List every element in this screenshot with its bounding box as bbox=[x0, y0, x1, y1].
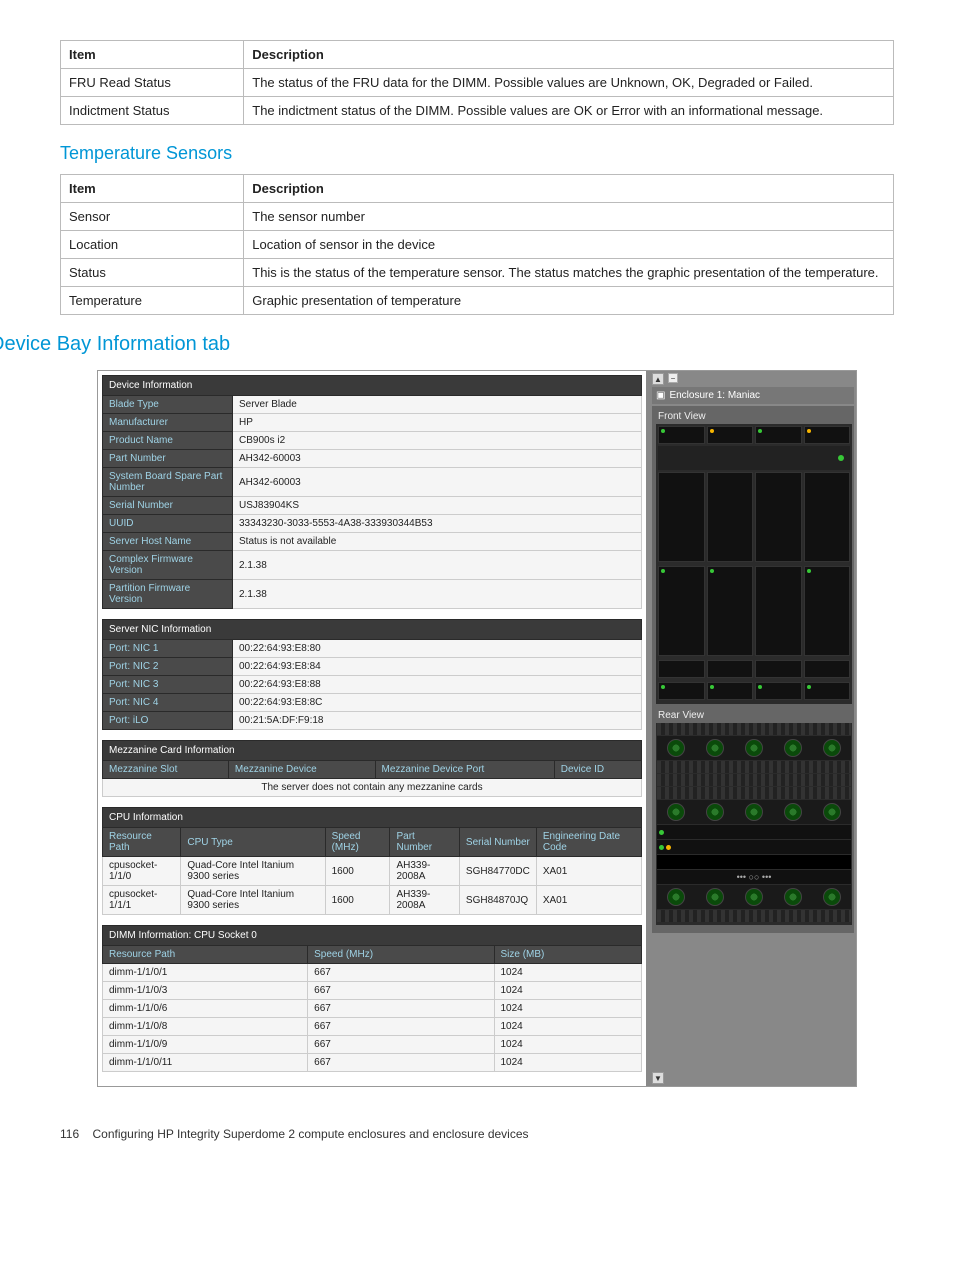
cpu-row: cpusocket-1/1/0 Quad-Core Intel Itanium … bbox=[103, 857, 642, 886]
subsection-heading: Device Bay Information tab bbox=[0, 333, 894, 356]
dimm-info-table: DIMM Information: CPU Socket 0 Resource … bbox=[102, 925, 642, 1072]
page-footer: 116 Configuring HP Integrity Superdome 2… bbox=[60, 1127, 894, 1141]
front-view-label: Front View bbox=[658, 411, 850, 422]
rear-view-label: Rear View bbox=[658, 710, 850, 721]
dimm-row: dimm-1/1/0/96671024 bbox=[103, 1036, 642, 1054]
enclosure-icon: ▣ bbox=[656, 390, 665, 401]
nic-info-table: Server NIC Information Port: NIC 100:22:… bbox=[102, 619, 642, 730]
enclosure-title-bar[interactable]: ▣ Enclosure 1: Maniac bbox=[652, 387, 854, 404]
col-desc: Description bbox=[244, 175, 894, 203]
dimm-row: dimm-1/1/0/36671024 bbox=[103, 982, 642, 1000]
cpu-row: cpusocket-1/1/1 Quad-Core Intel Itanium … bbox=[103, 886, 642, 915]
dimm-row: dimm-1/1/0/66671024 bbox=[103, 1000, 642, 1018]
nic-info-title: Server NIC Information bbox=[103, 620, 642, 640]
dimm-row: dimm-1/1/0/16671024 bbox=[103, 964, 642, 982]
dimm-status-table: Item Description FRU Read Status The sta… bbox=[60, 40, 894, 125]
table-row: SensorThe sensor number bbox=[61, 203, 894, 231]
footer-text: Configuring HP Integrity Superdome 2 com… bbox=[92, 1127, 528, 1141]
front-chassis[interactable] bbox=[656, 424, 852, 704]
device-bay-screenshot: Device Information Blade TypeServer Blad… bbox=[97, 370, 857, 1087]
scroll-down-icon[interactable]: ▼ bbox=[652, 1072, 664, 1084]
mezz-empty-msg: The server does not contain any mezzanin… bbox=[103, 779, 642, 797]
enclosure-title: Enclosure 1: Maniac bbox=[669, 390, 760, 401]
table-row: StatusThis is the status of the temperat… bbox=[61, 259, 894, 287]
rear-chassis[interactable]: ••• ○○ ••• bbox=[656, 723, 852, 925]
col-item: Item bbox=[61, 175, 244, 203]
table-row: FRU Read Status The status of the FRU da… bbox=[61, 69, 894, 97]
mezz-title: Mezzanine Card Information bbox=[103, 741, 642, 761]
table-row: Indictment Status The indictment status … bbox=[61, 97, 894, 125]
section-heading-temp: Temperature Sensors bbox=[60, 143, 894, 164]
page-number: 116 bbox=[60, 1127, 79, 1141]
table-row: TemperatureGraphic presentation of tempe… bbox=[61, 287, 894, 315]
cpu-title: CPU Information bbox=[103, 808, 642, 828]
col-desc: Description bbox=[244, 41, 894, 69]
col-item: Item bbox=[61, 41, 244, 69]
tree-collapse-icon[interactable]: − bbox=[668, 373, 678, 383]
right-pane: ▲ − ▣ Enclosure 1: Maniac Front View Rea… bbox=[646, 371, 856, 1086]
dimm-row: dimm-1/1/0/86671024 bbox=[103, 1018, 642, 1036]
device-info-title: Device Information bbox=[103, 376, 642, 396]
dimm-row: dimm-1/1/0/116671024 bbox=[103, 1054, 642, 1072]
dimm-title: DIMM Information: CPU Socket 0 bbox=[103, 926, 642, 946]
mezz-table: Mezzanine Card Information Mezzanine Slo… bbox=[102, 740, 642, 797]
temp-sensors-table: Item Description SensorThe sensor number… bbox=[60, 174, 894, 315]
device-info-table: Device Information Blade TypeServer Blad… bbox=[102, 375, 642, 609]
scroll-up-icon[interactable]: ▲ bbox=[652, 373, 664, 385]
table-row: LocationLocation of sensor in the device bbox=[61, 231, 894, 259]
cpu-table: CPU Information Resource Path CPU Type S… bbox=[102, 807, 642, 915]
left-pane: Device Information Blade TypeServer Blad… bbox=[98, 371, 646, 1086]
